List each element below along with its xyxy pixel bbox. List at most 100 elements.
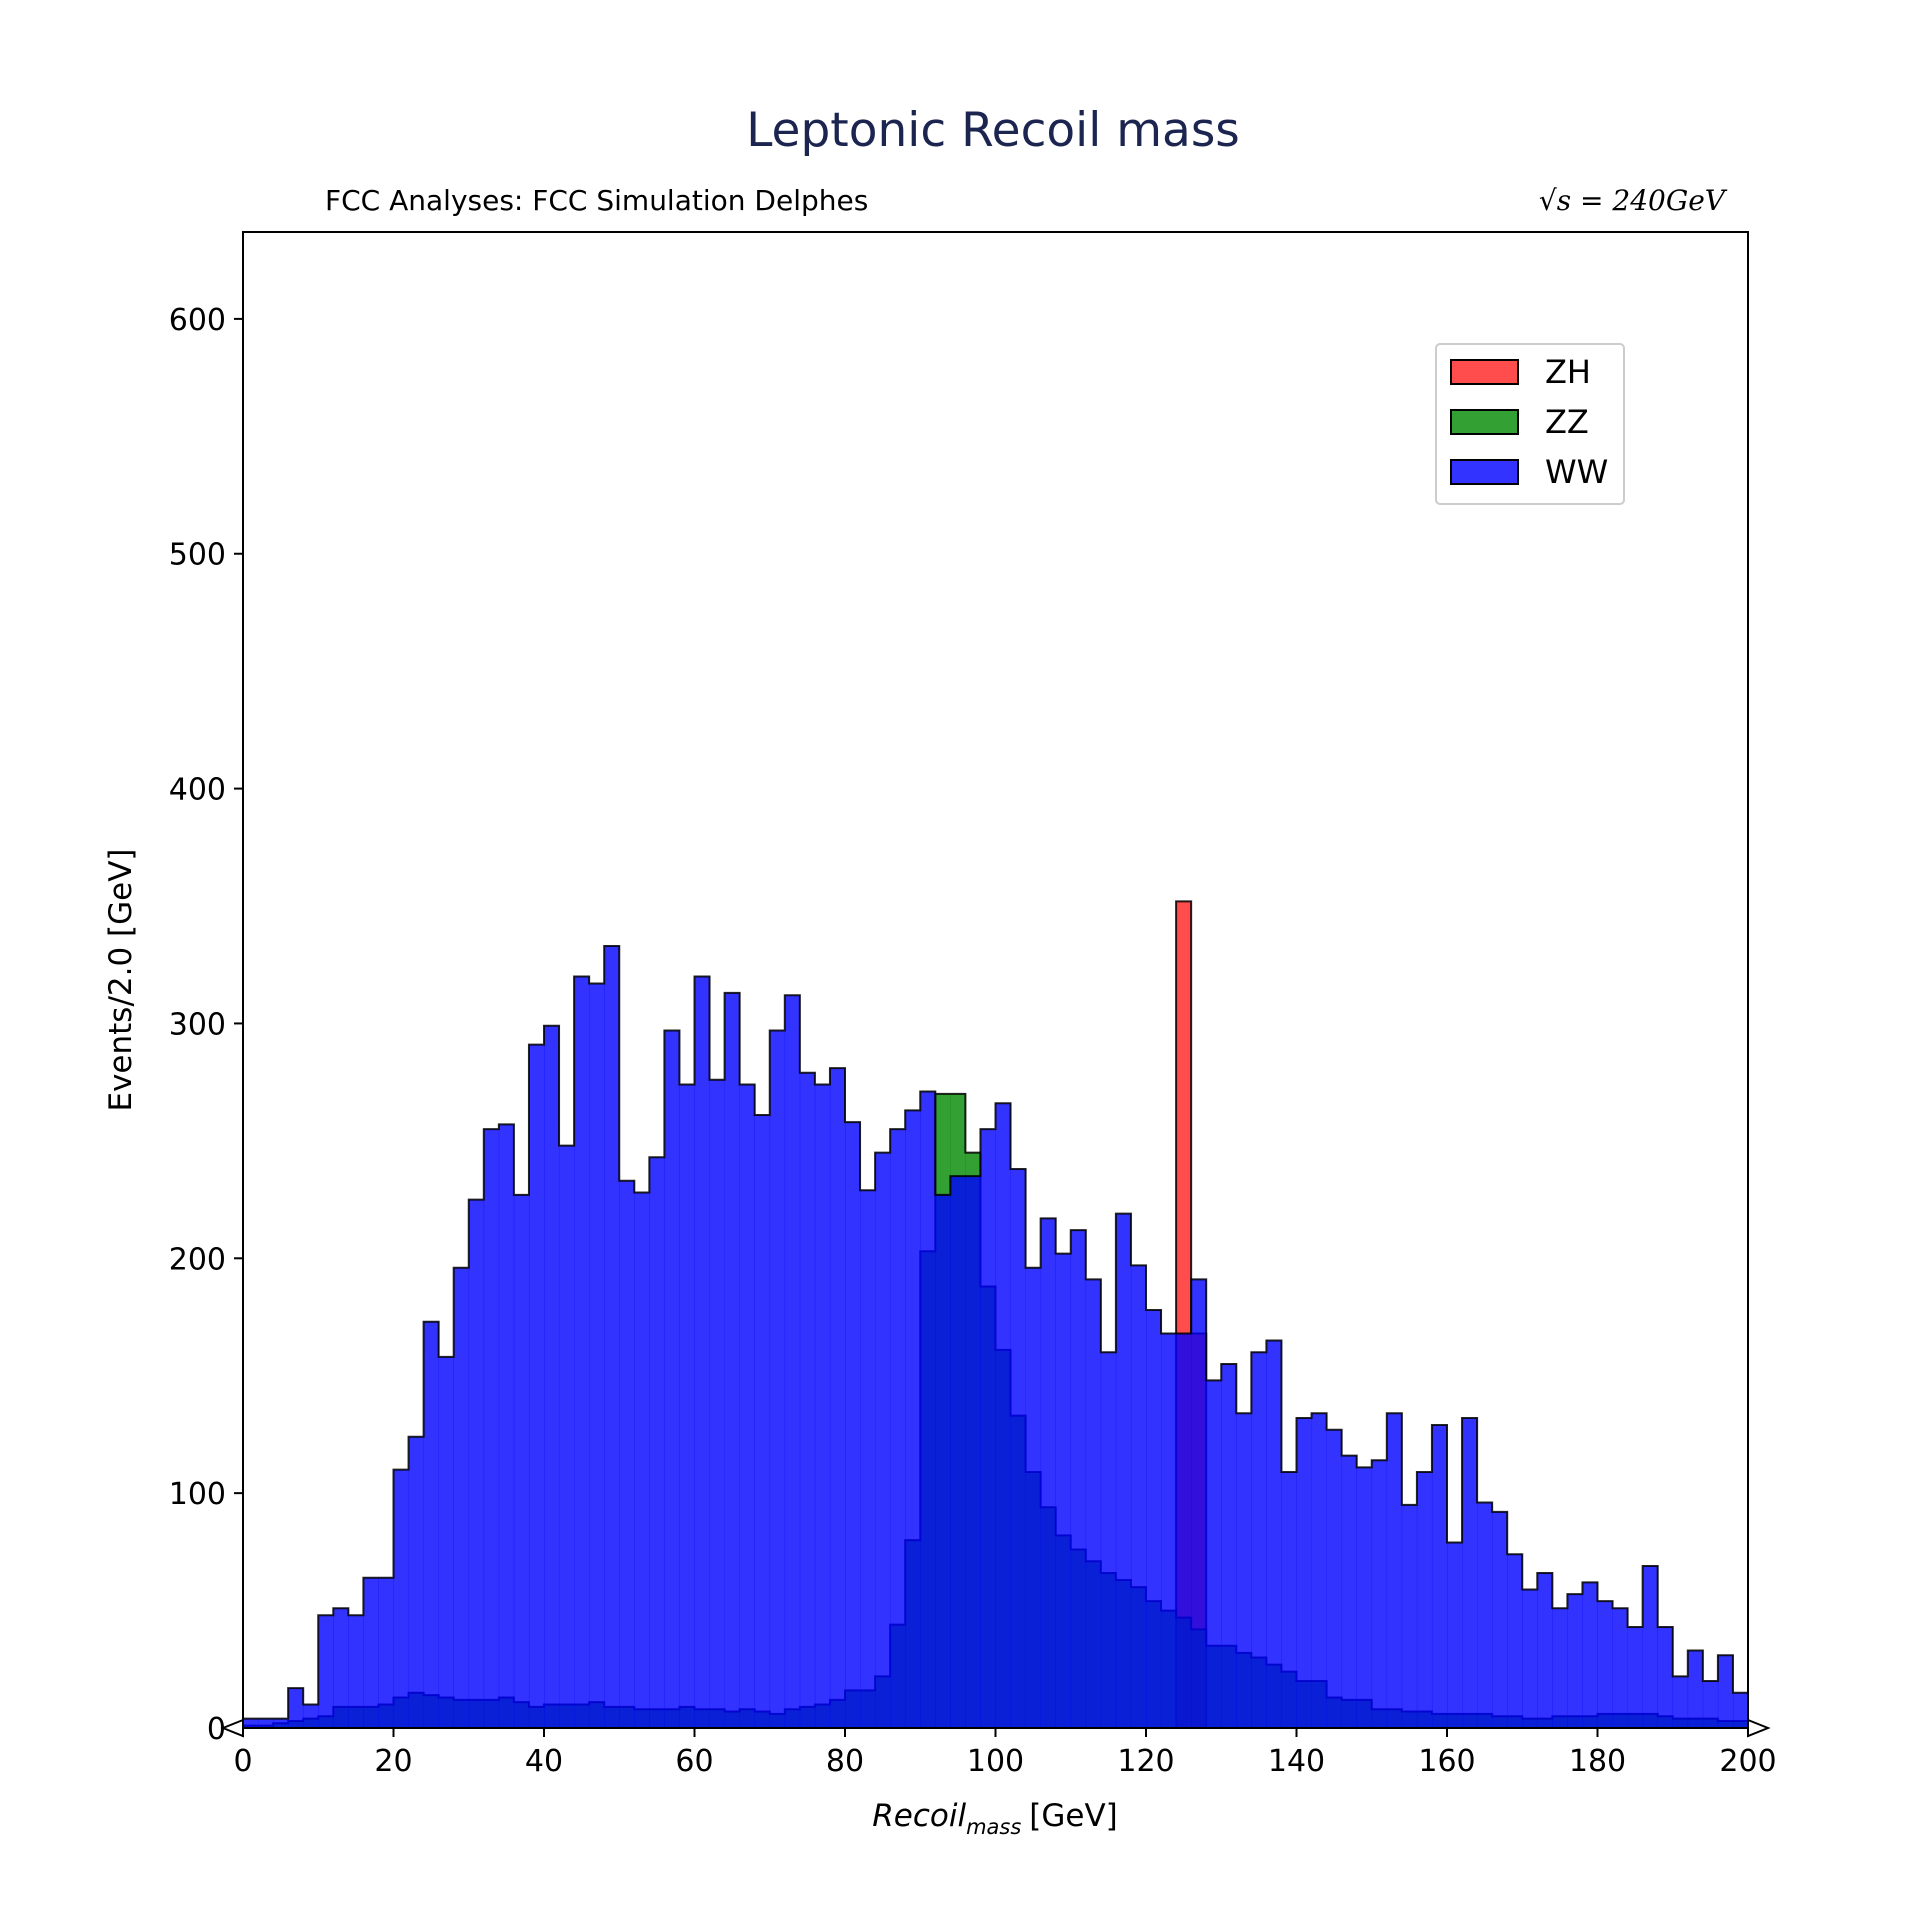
bar-ww xyxy=(1657,1627,1674,1728)
bar-ww xyxy=(1702,1681,1719,1728)
bar-ww xyxy=(1341,1455,1357,1728)
bar-ww xyxy=(784,995,801,1728)
bar-ww xyxy=(1191,1279,1207,1728)
x-tick-label: 20 xyxy=(374,1744,412,1779)
bar-ww xyxy=(1130,1265,1147,1728)
x-tick-label: 160 xyxy=(1418,1744,1475,1779)
bar-ww xyxy=(483,1129,500,1728)
bar-ww xyxy=(1251,1352,1267,1728)
bar-ww xyxy=(1386,1413,1403,1728)
bar-ww xyxy=(258,1718,274,1728)
legend-label-zz: ZZ xyxy=(1545,403,1589,441)
bar-ww xyxy=(1070,1230,1087,1728)
series-ww xyxy=(242,944,1749,1728)
bar-ww xyxy=(829,1068,846,1728)
x-tick-label: 80 xyxy=(826,1744,864,1779)
bar-ww xyxy=(468,1199,485,1728)
bar-ww xyxy=(408,1436,424,1728)
bar-ww xyxy=(1176,1333,1192,1728)
bar-ww xyxy=(860,1190,876,1728)
bar-ww xyxy=(273,1718,289,1728)
bar-ww xyxy=(1642,1565,1658,1728)
bar-ww xyxy=(1010,1169,1026,1728)
y-tick-label: 600 xyxy=(169,303,226,338)
bar-ww xyxy=(363,1577,379,1728)
bar-ww xyxy=(649,1157,665,1728)
x-axis-label-unit: [GeV] xyxy=(1029,1798,1118,1834)
bar-ww xyxy=(513,1194,530,1728)
bar-ww xyxy=(1296,1417,1312,1728)
bar-ww xyxy=(1552,1608,1568,1728)
bar-ww xyxy=(333,1608,349,1728)
bar-ww xyxy=(423,1321,439,1728)
bar-ww xyxy=(1492,1511,1508,1728)
axis-ticks: 0 20 40 60 80 100 120 140 160 180 200 0 100 200 300 400… xyxy=(169,303,1777,1779)
x-tick-label: 0 xyxy=(233,1744,252,1779)
x-tick-label: 180 xyxy=(1569,1744,1626,1779)
bar-ww xyxy=(1356,1467,1373,1728)
x-tick-label: 140 xyxy=(1268,1744,1325,1779)
bar-ww xyxy=(1371,1460,1388,1728)
bar-ww xyxy=(619,1180,635,1728)
legend-swatch-ww xyxy=(1450,459,1519,485)
y-tick-label: 0 xyxy=(207,1712,226,1747)
bar-ww xyxy=(754,1115,771,1728)
bar-ww xyxy=(950,1176,966,1728)
bar-ww xyxy=(694,976,710,1728)
bar-ww xyxy=(1597,1601,1613,1728)
bar-ww xyxy=(709,1079,725,1728)
bar-ww xyxy=(1161,1333,1177,1728)
bar-ww xyxy=(995,1103,1011,1728)
bar-ww xyxy=(679,1084,695,1728)
bar-ww xyxy=(589,983,605,1728)
bar-ww xyxy=(664,1030,680,1728)
bar-ww xyxy=(1582,1582,1598,1728)
bar-ww xyxy=(243,1718,259,1728)
bar-ww xyxy=(1055,1253,1072,1728)
bar-ww xyxy=(1221,1363,1237,1728)
bar-ww xyxy=(1311,1413,1327,1728)
legend-swatch-zh xyxy=(1450,359,1519,385)
bar-ww xyxy=(1281,1472,1297,1728)
bar-ww xyxy=(1717,1655,1734,1728)
bar-ww xyxy=(498,1124,515,1728)
bar-ww xyxy=(1477,1502,1493,1728)
bar-ww xyxy=(1627,1627,1643,1728)
bar-ww xyxy=(1612,1608,1628,1728)
y-tick-label: 100 xyxy=(169,1477,226,1512)
bar-ww xyxy=(814,1084,831,1728)
bar-ww xyxy=(739,1084,755,1728)
bar-ww xyxy=(875,1152,891,1728)
bar-ww xyxy=(453,1267,470,1728)
bar-ww xyxy=(1672,1676,1689,1728)
bar-ww xyxy=(288,1688,304,1728)
bar-ww xyxy=(1687,1650,1704,1728)
bar-ww xyxy=(1115,1213,1132,1728)
bar-ww xyxy=(559,1145,575,1728)
bar-ww xyxy=(378,1577,394,1728)
bar-ww xyxy=(348,1615,364,1728)
x-axis-label-sub: mass xyxy=(966,1815,1021,1839)
bar-ww xyxy=(634,1192,650,1728)
y-tick-label: 500 xyxy=(169,538,226,573)
legend-label-ww: WW xyxy=(1545,453,1608,491)
bar-ww xyxy=(1447,1542,1463,1728)
bar-ww xyxy=(1100,1352,1117,1728)
bar-ww xyxy=(1326,1429,1342,1728)
bar-ww xyxy=(1462,1417,1478,1728)
bar-ww xyxy=(965,1176,981,1728)
y-axis-label: Events/2.0 [GeV] xyxy=(103,848,139,1111)
bar-ww xyxy=(1537,1572,1553,1728)
bar-ww xyxy=(544,1025,560,1728)
bar-ww xyxy=(1146,1309,1162,1728)
bar-ww xyxy=(845,1122,861,1728)
bar-ww xyxy=(935,1194,951,1728)
bar-ww xyxy=(318,1615,334,1728)
x-tick-label: 40 xyxy=(525,1744,563,1779)
bar-ww xyxy=(920,1091,936,1728)
bar-ww xyxy=(799,1072,816,1728)
bar-ww xyxy=(905,1110,921,1728)
bar-ww xyxy=(1522,1589,1538,1728)
bar-ww xyxy=(528,1044,545,1728)
